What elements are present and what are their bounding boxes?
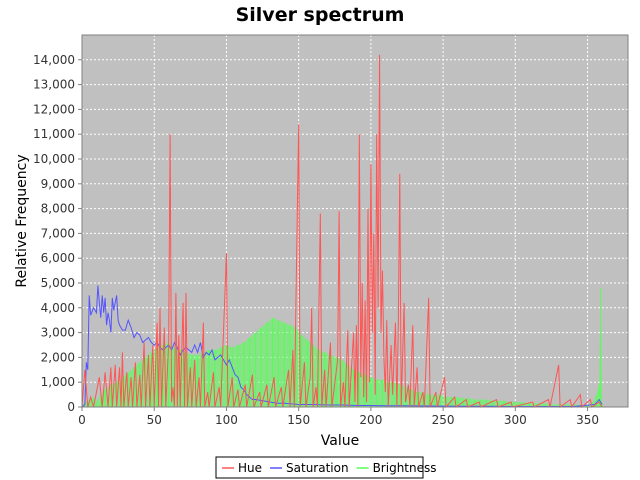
y-tick-label: 4,000: [41, 301, 75, 315]
y-tick-label: 5,000: [41, 276, 75, 290]
y-tick-label: 0: [67, 400, 75, 414]
legend-box: [215, 456, 424, 479]
y-tick-label: 8,000: [41, 202, 75, 216]
y-tick-label: 7,000: [41, 226, 75, 240]
y-tick-label: 12,000: [33, 102, 75, 116]
y-tick-label: 11,000: [33, 127, 75, 141]
x-tick-label: 350: [576, 413, 599, 427]
y-tick-label: 13,000: [33, 78, 75, 92]
x-tick-label: 150: [287, 413, 310, 427]
y-tick-label: 2,000: [41, 350, 75, 364]
y-tick-label: 3,000: [41, 326, 75, 340]
y-axis: 0 1,000 2,000 3,000 4,000 5,000 6,000 7,000 8,00…: [33, 53, 82, 414]
x-axis-label: Value: [321, 433, 359, 449]
legend-label: Brightness: [373, 461, 437, 475]
y-tick-label: 10,000: [33, 152, 75, 166]
x-tick-label: 200: [359, 413, 382, 427]
y-tick-label: 6,000: [41, 251, 75, 265]
y-tick-label: 14,000: [33, 53, 75, 67]
series-hue-line: [81, 54, 603, 409]
series-brightness: [82, 287, 603, 407]
y-axis-label: Relative Frequency: [14, 154, 30, 287]
x-tick-label: 0: [78, 413, 86, 427]
legend-item-brightness: Brightness: [356, 461, 437, 475]
x-axis: 0 50 100 150 200 250 300 350: [78, 407, 599, 427]
y-tick-label: 9,000: [41, 177, 75, 191]
plot-area: [81, 34, 629, 409]
series-hue: [81, 54, 603, 409]
legend: Hue Saturation Brightness: [215, 456, 437, 479]
legend-item-hue: Hue: [222, 461, 262, 475]
x-tick-label: 250: [432, 413, 455, 427]
legend-label: Hue: [238, 461, 262, 475]
x-tick-label: 100: [215, 413, 238, 427]
x-tick-label: 300: [504, 413, 527, 427]
chart-title: Silver spectrum: [236, 4, 405, 26]
x-tick-label: 50: [147, 413, 162, 427]
series-layer: [81, 54, 603, 409]
series-brightness-area: [82, 287, 602, 407]
legend-label: Saturation: [286, 461, 349, 475]
y-tick-label: 1,000: [41, 375, 75, 389]
series-saturation: [81, 285, 603, 408]
legend-item-saturation: Saturation: [270, 461, 349, 475]
series-saturation-line: [81, 285, 603, 408]
plot-border: [81, 34, 629, 408]
